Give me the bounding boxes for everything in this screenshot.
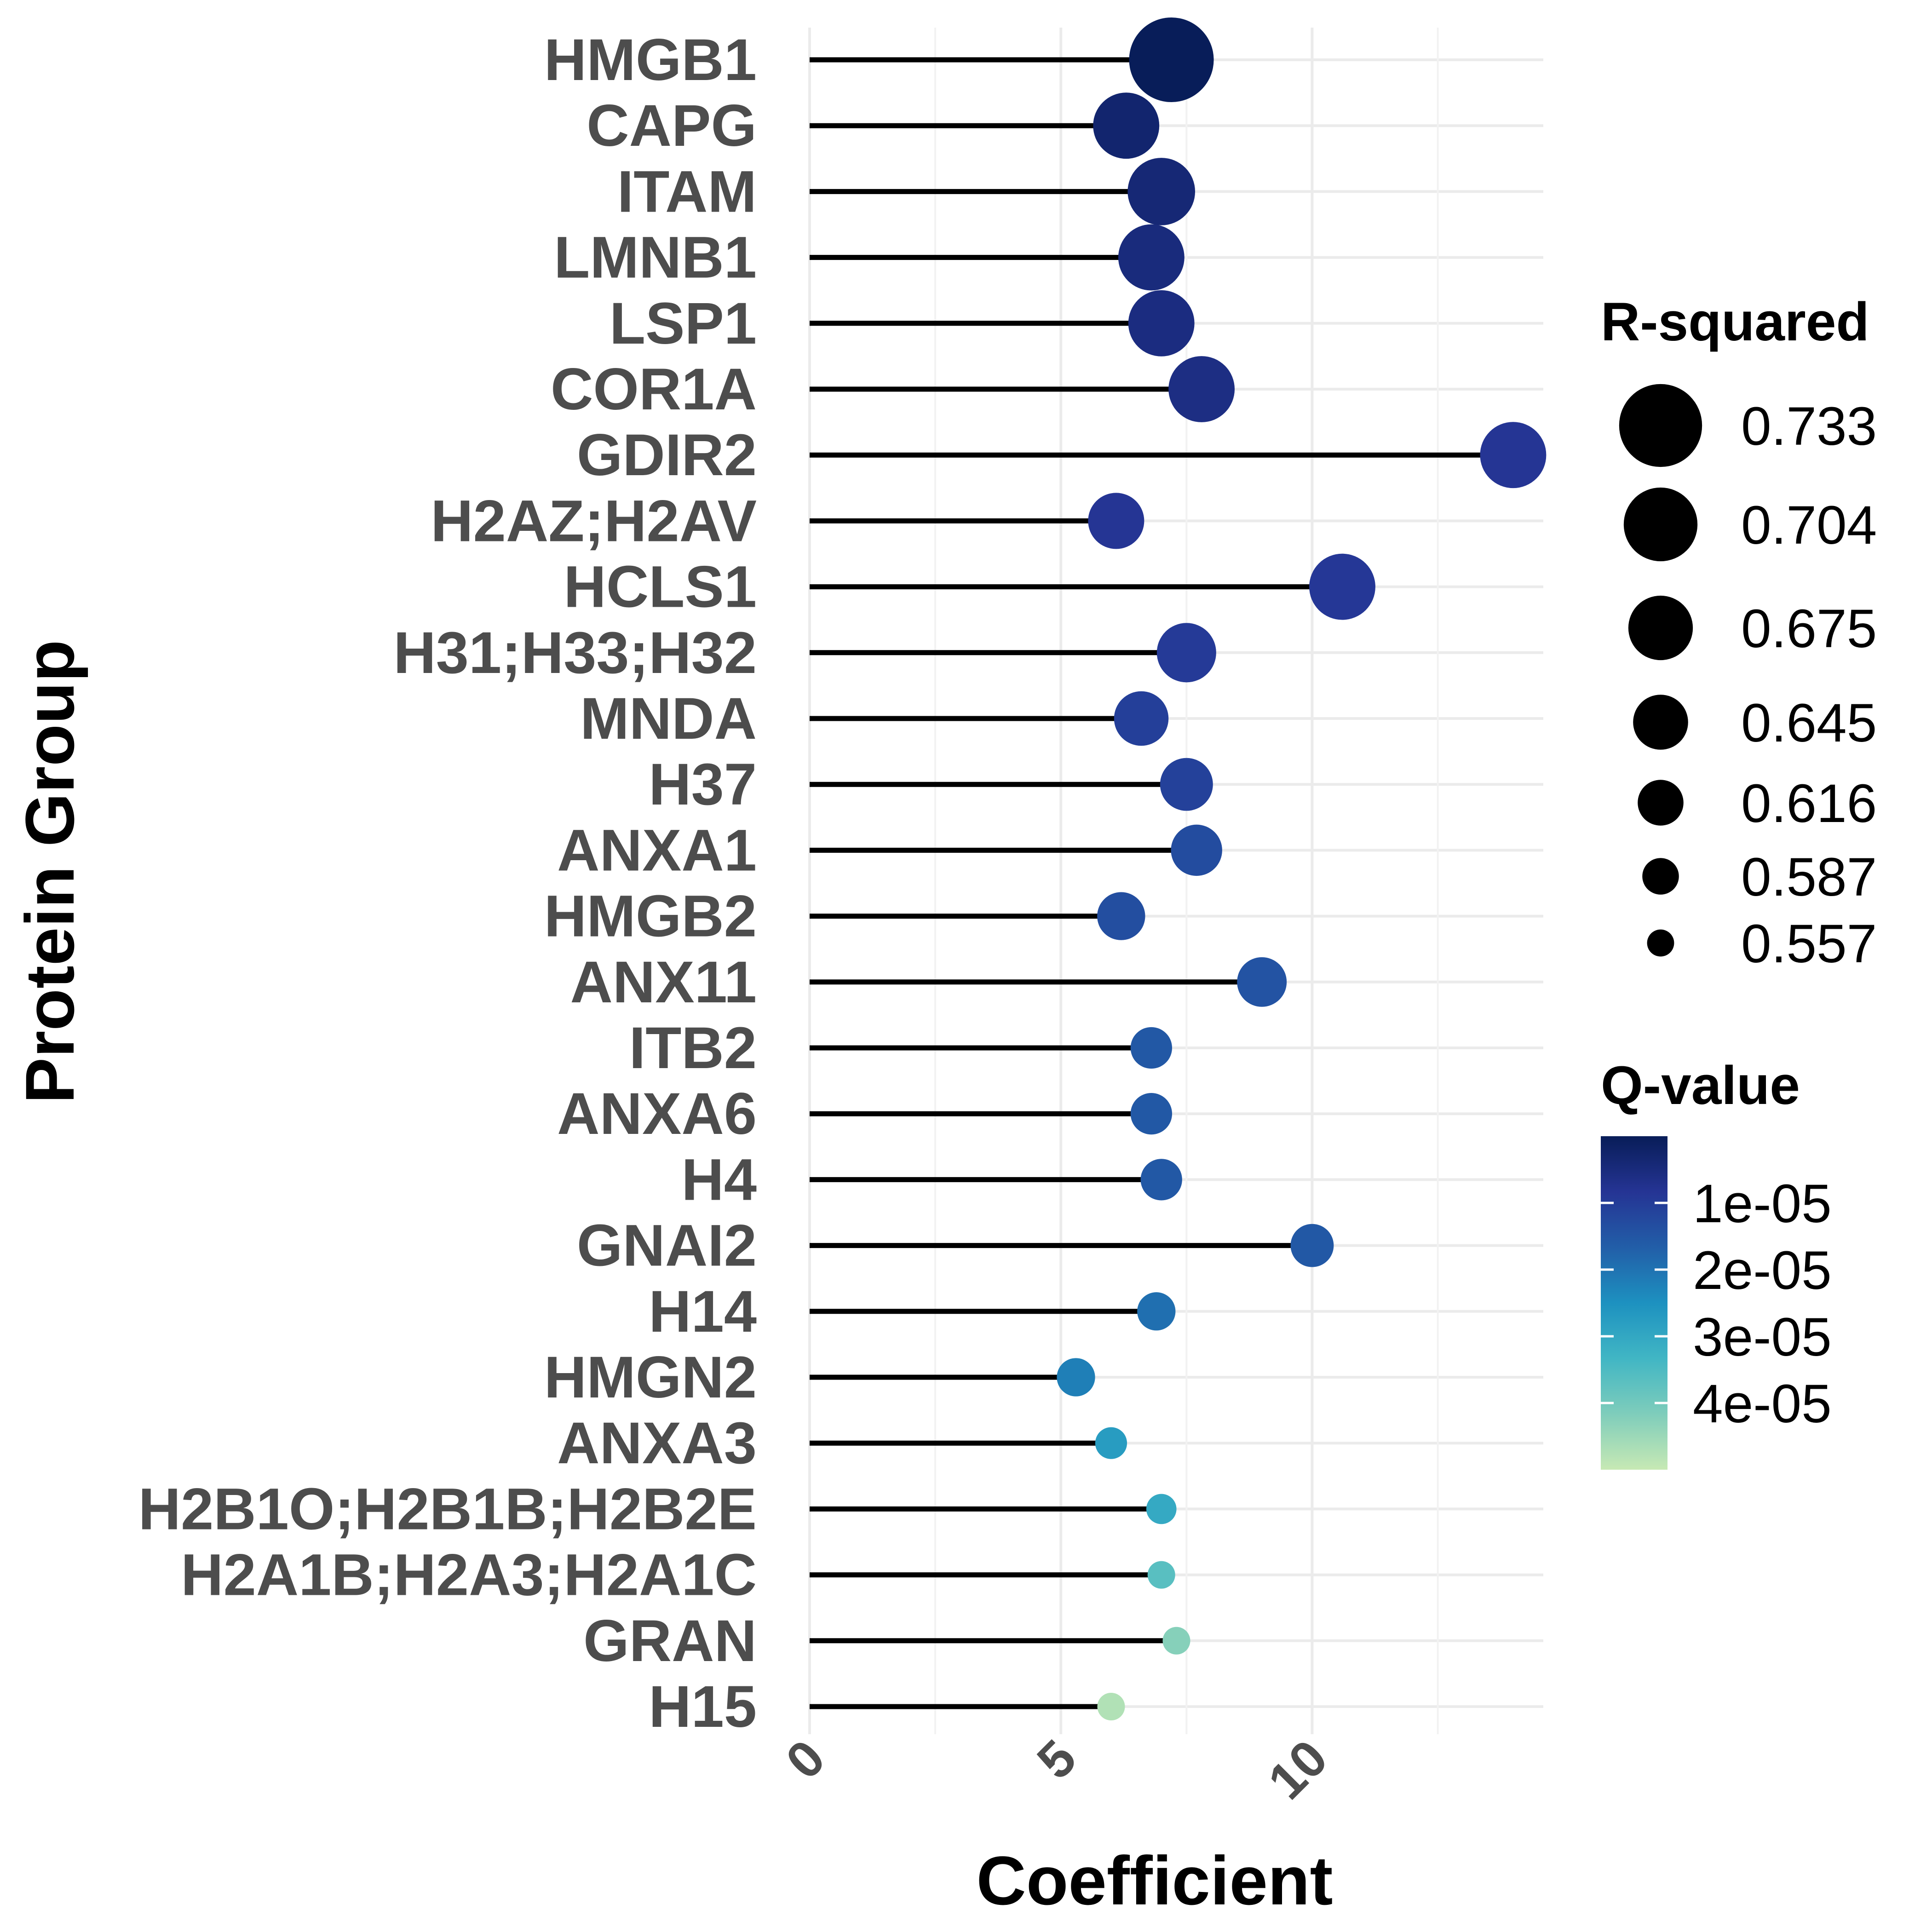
y-tick-labels: HMGB1CAPGITAMLMNB1LSP1COR1AGDIR2H2AZ;H2A… <box>138 27 757 1740</box>
color-legend-label: 4e-05 <box>1693 1374 1832 1434</box>
y-tick-label: CAPG <box>586 93 757 159</box>
color-legend-label: 3e-05 <box>1693 1307 1832 1368</box>
point <box>1097 892 1145 940</box>
y-tick-label: HMGB1 <box>544 27 757 93</box>
color-legend-label: 2e-05 <box>1693 1240 1832 1301</box>
y-tick-label: GDIR2 <box>577 422 757 488</box>
grid-lines <box>808 28 1543 1734</box>
point <box>1129 17 1214 102</box>
size-legend-label: 0.704 <box>1741 495 1877 556</box>
point <box>1127 158 1196 225</box>
y-tick-label: GRAN <box>583 1608 757 1674</box>
points <box>1057 17 1547 1720</box>
size-legend-key <box>1638 780 1684 826</box>
point <box>1057 1358 1095 1397</box>
point <box>1137 1292 1176 1331</box>
y-tick-label: H4 <box>681 1147 757 1213</box>
point <box>1095 1427 1127 1459</box>
y-tick-label: GNAI2 <box>577 1213 757 1279</box>
size-legend-key <box>1647 929 1674 957</box>
point <box>1118 224 1184 291</box>
point <box>1480 422 1547 489</box>
size-legend-key <box>1623 487 1698 562</box>
x-tick-label: 10 <box>1257 1729 1338 1810</box>
y-tick-label: HCLS1 <box>564 554 757 620</box>
point <box>1130 1027 1173 1069</box>
point <box>1140 1159 1182 1201</box>
y-axis-title: Protein Group <box>11 640 88 1104</box>
y-tick-label: H2B1O;H2B1B;H2B2E <box>138 1476 757 1542</box>
point <box>1309 553 1375 620</box>
size-legend: R-squared 0.733 0.704 0.675 0.645 0.616 0.587… <box>1601 292 1877 974</box>
y-tick-label: ITB2 <box>629 1015 757 1081</box>
size-legend-title: R-squared <box>1601 292 1869 352</box>
point <box>1147 1561 1175 1589</box>
point <box>1088 493 1144 549</box>
size-legend-label: 0.557 <box>1741 914 1877 974</box>
size-legend-label: 0.587 <box>1741 847 1877 908</box>
size-legend-key <box>1628 595 1693 661</box>
y-tick-label: ANXA3 <box>557 1410 757 1476</box>
size-legend-key <box>1642 858 1679 895</box>
point <box>1290 1224 1334 1267</box>
point <box>1237 957 1287 1007</box>
y-tick-label: H2AZ;H2AV <box>431 488 757 554</box>
point <box>1114 691 1169 746</box>
x-tick-labels: 0 5 10 <box>775 1729 1339 1810</box>
y-tick-label: H2A1B;H2A3;H2A1C <box>181 1542 757 1608</box>
point <box>1093 92 1160 159</box>
size-legend-label: 0.675 <box>1741 598 1877 659</box>
color-bar <box>1601 1136 1668 1470</box>
y-tick-label: HMGN2 <box>544 1345 757 1410</box>
y-tick-label: ANX11 <box>570 949 757 1015</box>
point <box>1146 1494 1177 1524</box>
size-legend-key <box>1619 384 1702 467</box>
y-tick-label: ANXA1 <box>557 817 757 883</box>
size-legend-label: 0.645 <box>1741 693 1877 753</box>
y-tick-label: H14 <box>649 1279 757 1345</box>
y-tick-label: H37 <box>649 752 757 817</box>
stems <box>810 57 1513 1709</box>
point <box>1156 623 1216 683</box>
point <box>1171 824 1222 876</box>
y-tick-label: MNDA <box>580 686 757 752</box>
point <box>1160 758 1213 811</box>
color-legend-title: Q-value <box>1601 1055 1800 1116</box>
point <box>1168 356 1235 422</box>
x-tick-label: 5 <box>1026 1729 1087 1790</box>
size-legend-key <box>1633 695 1688 750</box>
y-tick-label: ITAM <box>617 159 757 224</box>
point <box>1128 290 1195 356</box>
color-legend-label: 1e-05 <box>1693 1173 1832 1234</box>
size-legend-label: 0.733 <box>1741 396 1877 457</box>
size-legend-label: 0.616 <box>1741 773 1877 834</box>
point <box>1130 1093 1173 1135</box>
y-tick-label: H15 <box>649 1674 757 1740</box>
x-axis-title: Coefficient <box>976 1842 1333 1919</box>
y-tick-label: HMGB2 <box>544 884 757 949</box>
point <box>1162 1627 1190 1655</box>
x-tick-label: 0 <box>775 1729 836 1790</box>
y-tick-label: LMNB1 <box>554 225 757 291</box>
y-tick-label: LSP1 <box>610 291 757 356</box>
y-tick-label: COR1A <box>551 356 757 422</box>
point <box>1097 1693 1125 1720</box>
y-tick-label: H31;H33;H32 <box>393 620 757 686</box>
y-tick-label: ANXA6 <box>557 1081 757 1147</box>
